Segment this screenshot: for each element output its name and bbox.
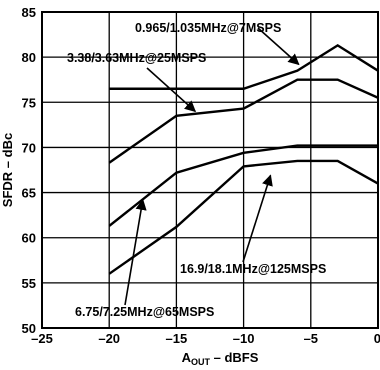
series-line-1 bbox=[109, 43, 379, 90]
y-tick-label: 70 bbox=[22, 140, 36, 155]
x-tick-label: –15 bbox=[166, 331, 188, 346]
y-tick-label: 85 bbox=[22, 5, 36, 20]
grid bbox=[42, 12, 378, 328]
x-tick-label: –25 bbox=[31, 331, 53, 346]
series-line-2 bbox=[108, 78, 379, 164]
x-tick-label: 0 bbox=[374, 331, 380, 346]
x-tick-label: –5 bbox=[304, 331, 318, 346]
y-axis-label: SFDR – dBc bbox=[0, 133, 15, 207]
y-tick-label: 60 bbox=[22, 231, 36, 246]
y-tick-label: 65 bbox=[22, 186, 36, 201]
x-tick-label: –20 bbox=[98, 331, 120, 346]
y-tick-label: 80 bbox=[22, 50, 36, 65]
y-tick-label: 50 bbox=[22, 321, 36, 336]
x-axis-label-sub: OUT bbox=[191, 357, 211, 367]
annotation-label: 16.9/18.1MHz@125MSPS bbox=[180, 262, 326, 276]
x-axis-label-main: A bbox=[182, 350, 192, 365]
annotation-arrow bbox=[242, 174, 273, 263]
annotation-label: 0.965/1.035MHz@7MSPS bbox=[135, 21, 281, 35]
tick-labels: 50 55 60 65 70 75 80 85 –25 –20 –15 –10 –5 0 bbox=[22, 5, 380, 346]
x-axis-label: AOUT – dBFS bbox=[182, 350, 259, 367]
annotation-arrow bbox=[146, 67, 197, 113]
y-tick-label: 55 bbox=[22, 276, 36, 291]
y-tick-label: 75 bbox=[22, 95, 36, 110]
series-line-3 bbox=[108, 144, 378, 227]
annotations: 0.965/1.035MHz@7MSPS 3.38/3.63MHz@25MSPS 6… bbox=[67, 21, 326, 319]
annotation-arrow bbox=[124, 198, 147, 306]
annotation-arrow bbox=[257, 27, 300, 66]
series-lines bbox=[108, 43, 379, 275]
annotation-label: 6.75/7.25MHz@65MSPS bbox=[75, 305, 214, 319]
x-axis-label-rest: – dBFS bbox=[210, 350, 259, 365]
plot-frame bbox=[41, 11, 379, 329]
annotation-label: 3.38/3.63MHz@25MSPS bbox=[67, 51, 206, 65]
x-tick-label: –10 bbox=[233, 331, 255, 346]
series-line-4 bbox=[108, 159, 379, 275]
